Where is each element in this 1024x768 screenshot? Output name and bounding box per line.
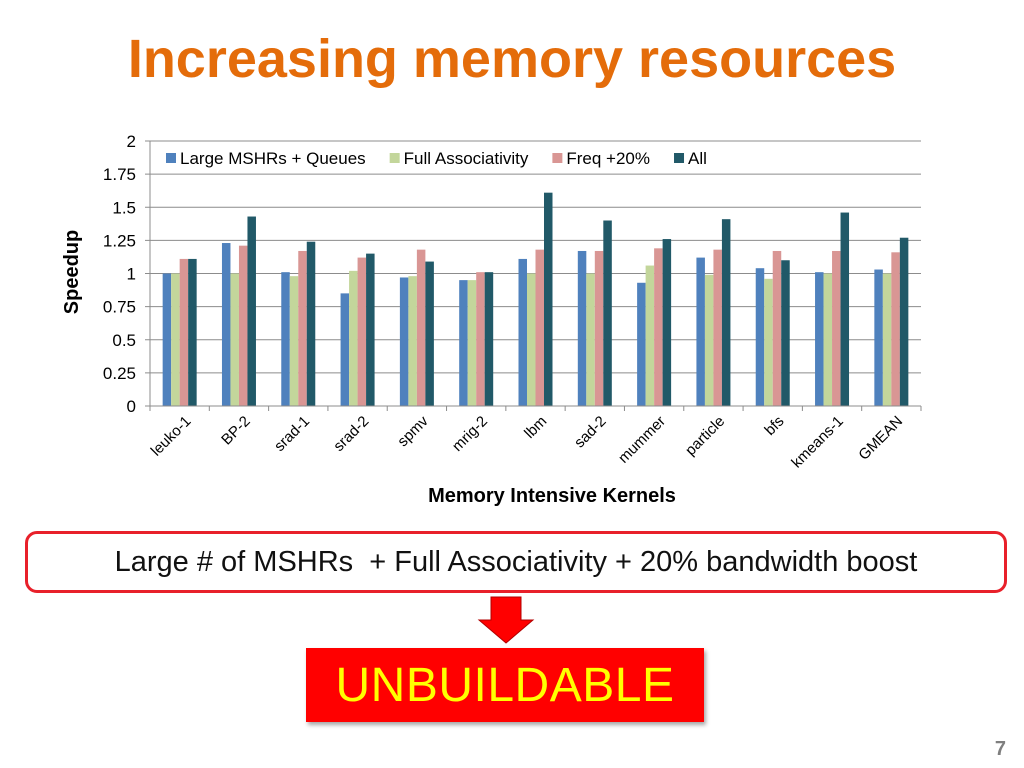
bar-gmean-series-1 (874, 269, 883, 406)
x-tick-label: mrig-2 (449, 413, 491, 455)
bar-spmv-series-3 (416, 249, 426, 406)
bar-leuko-1-series-2 (171, 273, 180, 406)
y-tick-label: 0 (127, 397, 136, 416)
x-tick-label: mummer (615, 413, 669, 467)
bar-gmean-series-2 (882, 273, 892, 406)
bar-bfs-series-3 (772, 250, 782, 406)
bar-srad-1-series-2 (289, 276, 299, 406)
y-tick-label: 1.75 (103, 165, 136, 184)
y-tick-label: 0.75 (103, 298, 136, 317)
speedup-bar-chart: 0 0.25 0.5 0.75 1 1.25 1.5 1.75 2 leuko-1 BP-2 srad… (61, 132, 922, 507)
x-tick-label: bfs (761, 413, 787, 439)
legend-swatch (166, 153, 176, 163)
x-tick-label: srad-2 (330, 413, 372, 455)
x-tick-label: lbm (521, 413, 550, 442)
bar-srad-2-series-4 (366, 253, 375, 406)
bar-leuko-1-series-3 (179, 258, 189, 406)
x-tick-label: sad-2 (571, 413, 610, 452)
x-tick-label: leuko-1 (148, 413, 195, 460)
bar-lbm-series-4 (544, 192, 553, 406)
bar-kmeans-1-series-2 (823, 273, 833, 406)
bar-srad-2-series-2 (349, 270, 358, 406)
bar-lbm-series-2 (527, 273, 536, 406)
bar-particle-series-2 (704, 274, 714, 406)
slide-title: Increasing memory resources (127, 29, 897, 89)
legend: Large MSHRs + Queues Full Associativity Fr… (166, 149, 707, 168)
bar-mrig-2-series-4 (484, 272, 494, 406)
legend-swatch (389, 153, 400, 163)
y-tick-label: 1 (127, 265, 136, 284)
bar-bp-2-series-2 (230, 273, 239, 406)
unbuildable-banner: UNBUILDABLE (306, 648, 704, 722)
y-tick-label: 1.25 (103, 231, 136, 250)
bar-kmeans-1-series-1 (815, 272, 824, 406)
bar-srad-1-series-3 (298, 250, 307, 406)
bars (162, 192, 909, 406)
x-tick-label: BP-2 (218, 413, 254, 449)
summary-callout: Large # of MSHRs + Full Associativity + … (25, 531, 1007, 593)
x-tick-label: kmeans-1 (788, 413, 847, 472)
legend-label: Freq +20% (566, 149, 650, 168)
bar-lbm-series-1 (518, 258, 527, 406)
bar-mummer-series-2 (645, 265, 655, 406)
bar-gmean-series-3 (891, 252, 900, 406)
page-number: 7 (994, 738, 1006, 760)
x-tick-label: spmv (394, 412, 432, 450)
bar-mummer-series-3 (654, 248, 663, 406)
bar-bp-2-series-3 (238, 245, 248, 406)
x-axis-label: Memory Intensive Kernels (428, 485, 676, 507)
bar-leuko-1-series-1 (162, 273, 172, 406)
bar-mummer-series-4 (662, 239, 672, 406)
bar-sad-2-series-3 (594, 250, 604, 406)
bar-srad-2-series-1 (340, 293, 350, 406)
bar-srad-1-series-4 (306, 241, 316, 406)
x-tick-label: srad-1 (271, 413, 313, 455)
bar-bp-2-series-1 (221, 243, 231, 406)
legend-label: Full Associativity (404, 149, 529, 168)
legend-label: Large MSHRs + Queues (180, 149, 366, 168)
bar-spmv-series-1 (399, 277, 409, 406)
bar-kmeans-1-series-4 (840, 212, 850, 406)
bar-mummer-series-1 (637, 282, 646, 406)
bar-kmeans-1-series-3 (832, 250, 841, 406)
bar-bfs-series-1 (755, 268, 765, 406)
bar-particle-series-1 (696, 257, 705, 406)
y-tick-label: 0.5 (112, 331, 136, 350)
y-tick-label: 2 (127, 132, 136, 151)
x-tick-label: particle (682, 413, 728, 459)
y-axis-label: Speedup (61, 230, 83, 314)
bar-spmv-series-4 (425, 261, 434, 406)
legend-swatch (674, 153, 685, 163)
bar-particle-series-4 (721, 219, 731, 406)
bar-sad-2-series-2 (586, 273, 595, 406)
bar-sad-2-series-1 (577, 250, 587, 406)
y-tick-label: 1.5 (112, 198, 136, 217)
bar-bfs-series-4 (781, 260, 790, 406)
bar-mrig-2-series-3 (476, 272, 485, 406)
bar-lbm-series-3 (535, 249, 544, 406)
bar-sad-2-series-4 (603, 220, 612, 406)
x-tick-label: GMEAN (855, 413, 906, 464)
bar-srad-1-series-1 (281, 272, 290, 406)
bar-particle-series-3 (713, 249, 722, 406)
bar-spmv-series-2 (408, 276, 417, 406)
bar-mrig-2-series-2 (467, 280, 477, 406)
legend-swatch (552, 153, 563, 163)
y-tick-label: 0.25 (103, 364, 136, 383)
bar-mrig-2-series-1 (459, 280, 468, 406)
legend-label: All (688, 149, 707, 168)
bar-bp-2-series-4 (247, 216, 256, 406)
bar-bfs-series-2 (764, 278, 773, 406)
bar-gmean-series-4 (899, 237, 909, 406)
bar-leuko-1-series-4 (188, 258, 197, 406)
bar-srad-2-series-3 (357, 257, 367, 406)
